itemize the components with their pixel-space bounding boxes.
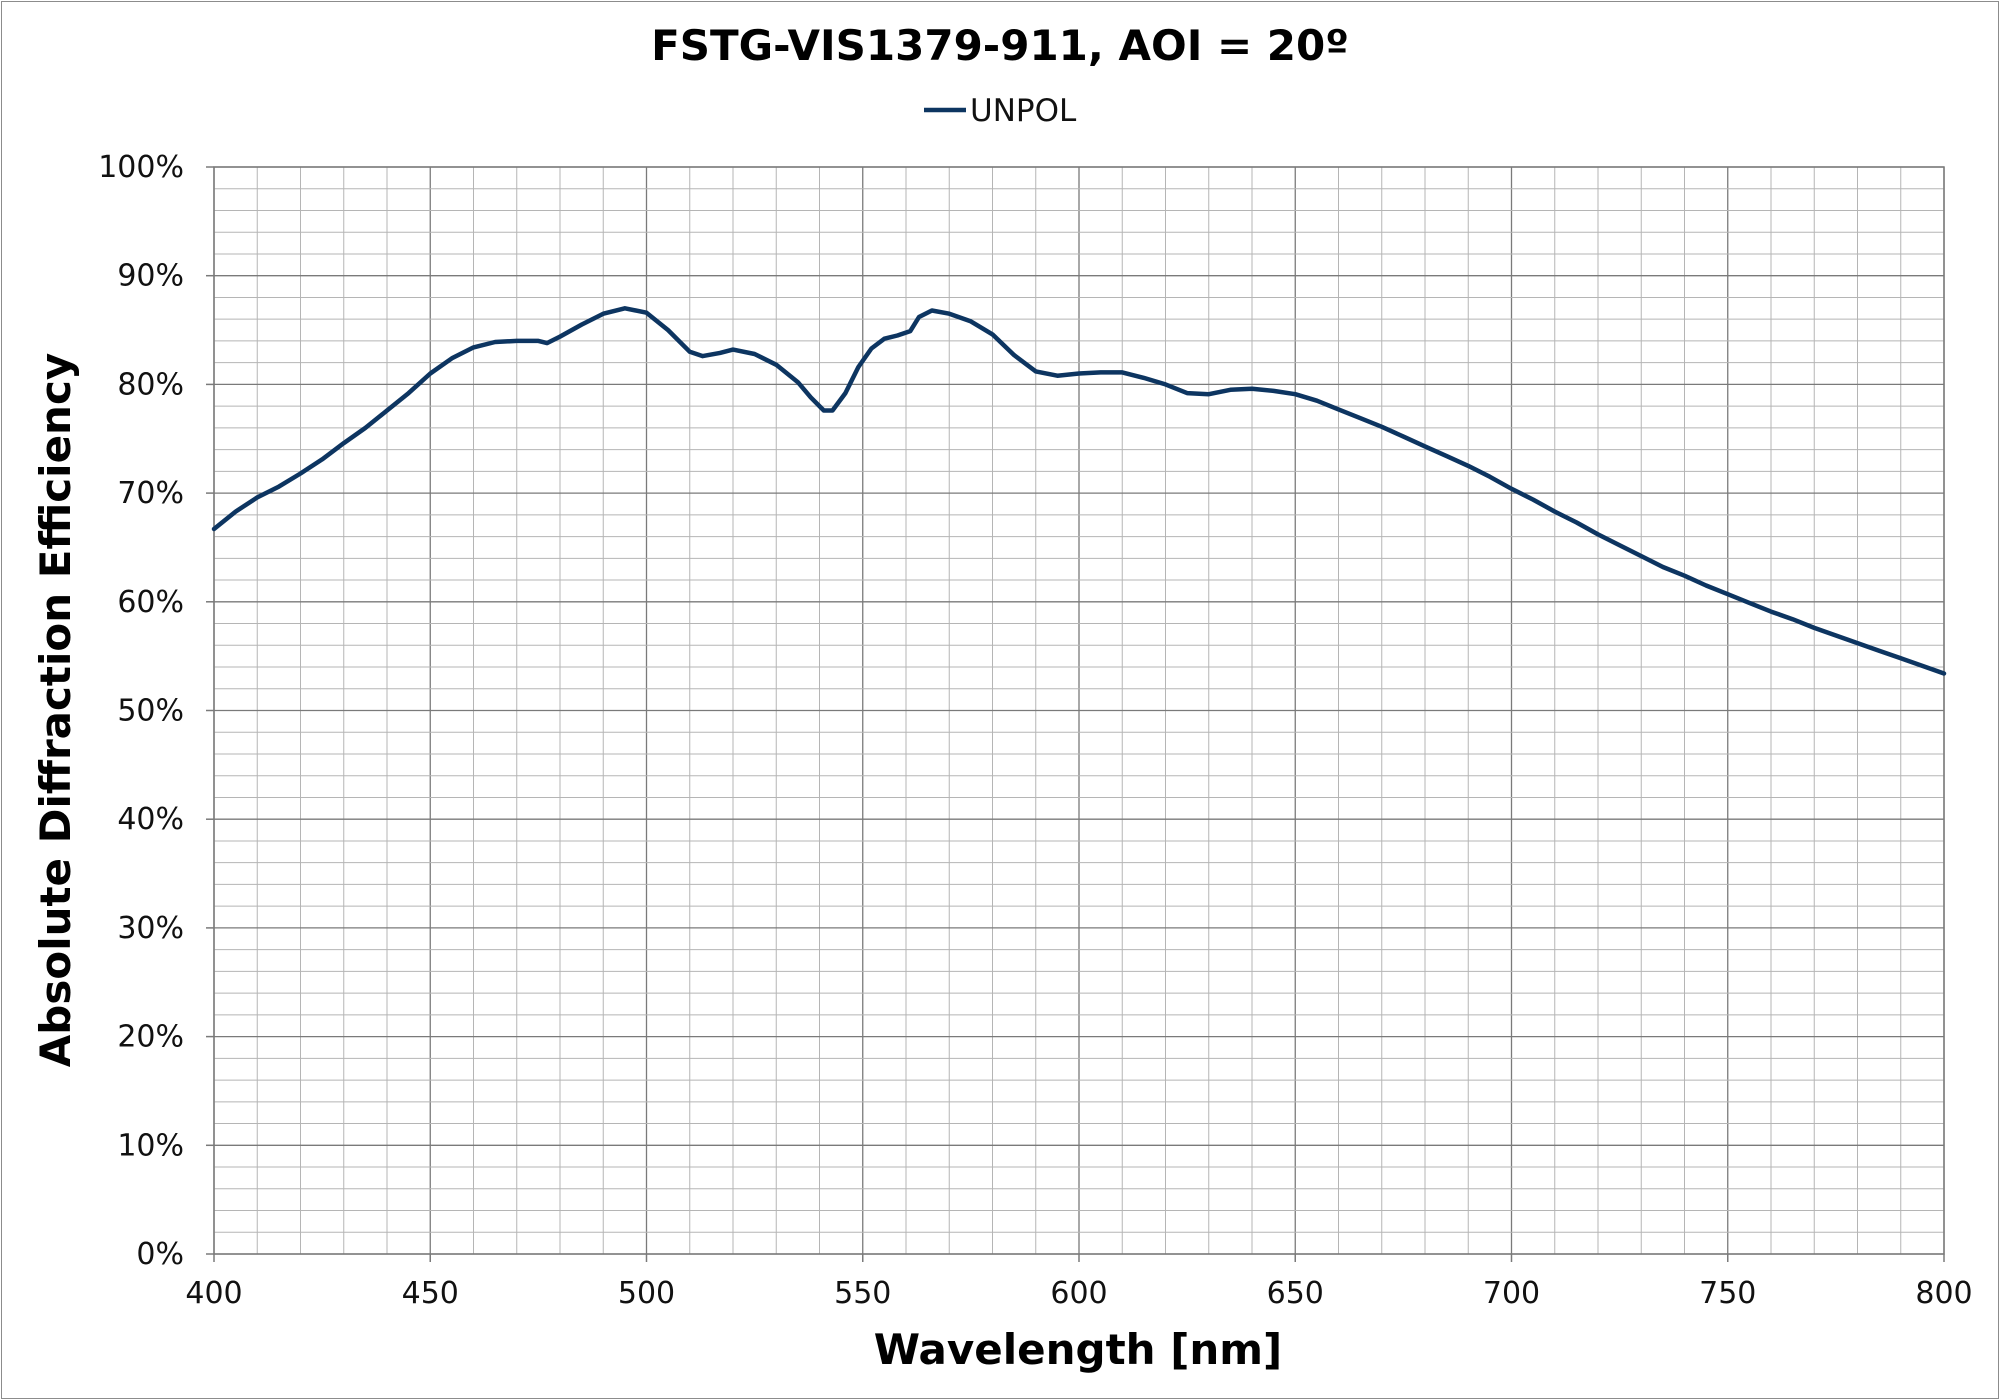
x-tick-label: 700 bbox=[1483, 1276, 1540, 1311]
y-tick-label: 10% bbox=[117, 1128, 184, 1163]
x-tick-label: 500 bbox=[618, 1276, 675, 1311]
y-tick-label: 50% bbox=[117, 694, 184, 729]
series-line-unpol bbox=[211, 306, 1947, 676]
y-tick-labels: 0% 10% 20% 30% 40% 50% 60% 70% 80% 90% 100% bbox=[98, 150, 184, 1272]
series-layer bbox=[211, 306, 1947, 676]
y-tick-label: 80% bbox=[117, 367, 184, 402]
y-tick-label: 100% bbox=[98, 150, 184, 185]
x-tick-label: 550 bbox=[834, 1276, 891, 1311]
y-tick-label: 40% bbox=[117, 802, 184, 837]
y-axis-title: Absolute Diffraction Efficiency bbox=[31, 353, 80, 1067]
legend-label-unpol: UNPOL bbox=[970, 93, 1077, 129]
y-tick-label: 20% bbox=[117, 1020, 184, 1055]
x-tick-labels: 400 450 500 550 600 650 700 750 800 bbox=[185, 1276, 1972, 1311]
y-tick-label: 0% bbox=[136, 1237, 184, 1272]
x-tick-label: 400 bbox=[185, 1276, 242, 1311]
y-tick-label: 30% bbox=[117, 911, 184, 946]
y-tick-label: 70% bbox=[117, 476, 184, 511]
x-tick-label: 600 bbox=[1050, 1276, 1107, 1311]
grid bbox=[206, 166, 1945, 1262]
y-tick-label: 60% bbox=[117, 585, 184, 620]
x-tick-label: 750 bbox=[1699, 1276, 1756, 1311]
y-tick-label: 90% bbox=[117, 259, 184, 294]
legend: UNPOL bbox=[924, 93, 1077, 129]
chart-title: FSTG-VIS1379-911, AOI = 20º bbox=[651, 21, 1349, 70]
x-tick-label: 800 bbox=[1915, 1276, 1972, 1311]
x-tick-label: 650 bbox=[1267, 1276, 1324, 1311]
x-axis-title: Wavelength [nm] bbox=[874, 1325, 1283, 1374]
x-tick-label: 450 bbox=[402, 1276, 459, 1311]
